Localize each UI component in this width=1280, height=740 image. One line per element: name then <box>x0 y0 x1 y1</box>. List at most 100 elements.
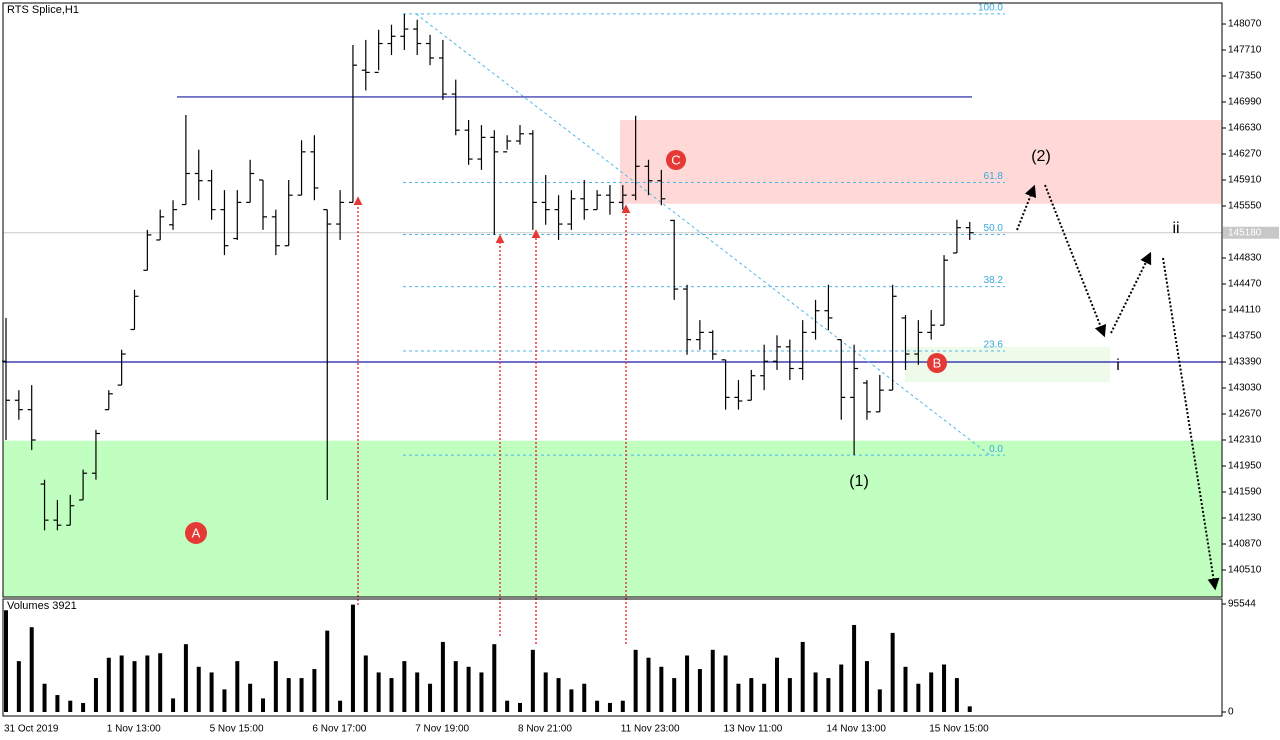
levels: 100.0 61.8 50.0 38.2 23.6 0.0 <box>3 3 1222 456</box>
volume-bar <box>505 700 510 712</box>
volume-bar <box>800 641 805 712</box>
y-tick-label: 140510 <box>1228 565 1262 576</box>
volume-bar <box>685 655 690 712</box>
current-price-box <box>1223 226 1279 239</box>
volume-bar <box>492 644 497 712</box>
volume-bar <box>261 698 265 712</box>
volume-bar <box>106 657 111 712</box>
y-tick-label: 146630 <box>1228 123 1262 134</box>
volume-bar <box>646 657 651 712</box>
volume-bar <box>787 678 792 712</box>
volume-bar <box>29 627 34 712</box>
volume-bar <box>248 683 253 712</box>
annotation: A <box>192 525 201 540</box>
volume-bar <box>466 666 471 712</box>
volume-bar <box>440 641 445 712</box>
volume-bar <box>595 700 600 712</box>
y-tick-label: 147710 <box>1228 45 1262 56</box>
volume-bar <box>55 695 60 712</box>
y-tick-label: 0 <box>1228 707 1234 718</box>
volume-bar <box>954 678 959 712</box>
volume-bar <box>273 661 278 712</box>
y-tick-label: 142310 <box>1228 435 1262 446</box>
y-tick-label: 143750 <box>1228 331 1262 342</box>
chart-title: RTS Splice,H1 <box>7 4 79 16</box>
volume-bar <box>119 655 124 712</box>
volume-bar <box>582 683 587 712</box>
volume-bar <box>453 661 458 712</box>
zones <box>3 120 1222 597</box>
y-tick-label: 95544 <box>1228 599 1256 610</box>
x-tick-label: 8 Nov 21:00 <box>518 724 572 735</box>
volume-bar <box>556 678 561 712</box>
x-tick-label: 6 Nov 17:00 <box>312 724 366 735</box>
x-tick-label: 11 Nov 23:00 <box>621 724 680 735</box>
volume-bar <box>93 678 98 712</box>
volume-bar <box>672 678 677 712</box>
volume-bar <box>415 672 420 712</box>
volume-bar <box>363 655 368 712</box>
x-tick-label: 7 Nov 19:00 <box>415 724 469 735</box>
x-tick-label: 14 Nov 13:00 <box>826 724 886 735</box>
fib-label: 50.0 <box>984 223 1004 234</box>
y-tick-label: 143390 <box>1228 357 1262 368</box>
y-tick-label: 140870 <box>1228 539 1262 550</box>
y-tick-label: 145550 <box>1228 201 1262 212</box>
volume-bar <box>209 672 214 712</box>
annotation: (1) <box>849 473 869 490</box>
volume-bar <box>325 630 330 712</box>
volume-bar <box>389 678 394 712</box>
x-tick-label: 13 Nov 11:00 <box>724 724 783 735</box>
fib-label: 0.0 <box>989 444 1003 455</box>
volume-bar <box>620 700 625 712</box>
volume-bar <box>607 702 612 712</box>
volume-bar <box>890 632 895 712</box>
x-tick-label: 31 Oct 2019 <box>4 724 59 735</box>
x-tick-label: 1 Nov 13:00 <box>107 724 161 735</box>
volume-bar <box>736 683 741 712</box>
volume-bar <box>775 657 779 712</box>
y-tick-label: 147350 <box>1228 71 1262 82</box>
volume-bar <box>402 661 407 712</box>
volume-bar <box>145 655 150 712</box>
marker-circle <box>927 353 947 373</box>
signal-arrows <box>353 196 631 644</box>
axes: 31 Oct 2019 1 Nov 13:00 5 Nov 15:00 6 Nov 1… <box>4 19 1279 735</box>
volume-bar <box>864 661 869 712</box>
y-tick-label: 141590 <box>1228 487 1262 498</box>
volume-bar <box>903 666 908 712</box>
price-pane-border <box>2 2 1223 598</box>
zone <box>3 440 1222 597</box>
volume-bar <box>967 706 972 712</box>
fib-label: 61.8 <box>984 171 1004 182</box>
volume-bar <box>286 678 291 712</box>
y-tick-label: 144110 <box>1228 305 1261 316</box>
fib-label: 100.0 <box>978 3 1003 14</box>
y-tick-label: 143030 <box>1228 383 1262 394</box>
arrow <box>1110 251 1152 334</box>
volume-bar <box>813 672 818 712</box>
volume-bar <box>338 700 343 712</box>
volume-bar <box>710 649 715 712</box>
y-tick-label: 148070 <box>1228 19 1262 30</box>
volume-bar <box>479 672 484 712</box>
volume-bar <box>235 661 240 712</box>
volume-bar <box>762 683 767 712</box>
volume-bar <box>543 672 548 712</box>
y-tick-label: 145910 <box>1228 175 1262 186</box>
volume-bar <box>723 655 728 712</box>
volume-title: Volumes 3921 <box>7 600 77 612</box>
volume-pane-border <box>2 598 1223 717</box>
fib-label: 23.6 <box>984 340 1004 351</box>
volume-bar <box>132 661 137 712</box>
zone <box>620 120 1222 204</box>
marker-circle <box>185 522 207 544</box>
volume-bar <box>942 664 947 712</box>
annotation: C <box>671 152 680 167</box>
volume-bar <box>196 666 201 712</box>
volume-bar <box>852 624 857 712</box>
volume-bar <box>68 700 73 712</box>
annotation: B <box>933 355 942 370</box>
wave-projection <box>1016 184 1220 591</box>
y-tick-label: 141230 <box>1228 513 1262 524</box>
